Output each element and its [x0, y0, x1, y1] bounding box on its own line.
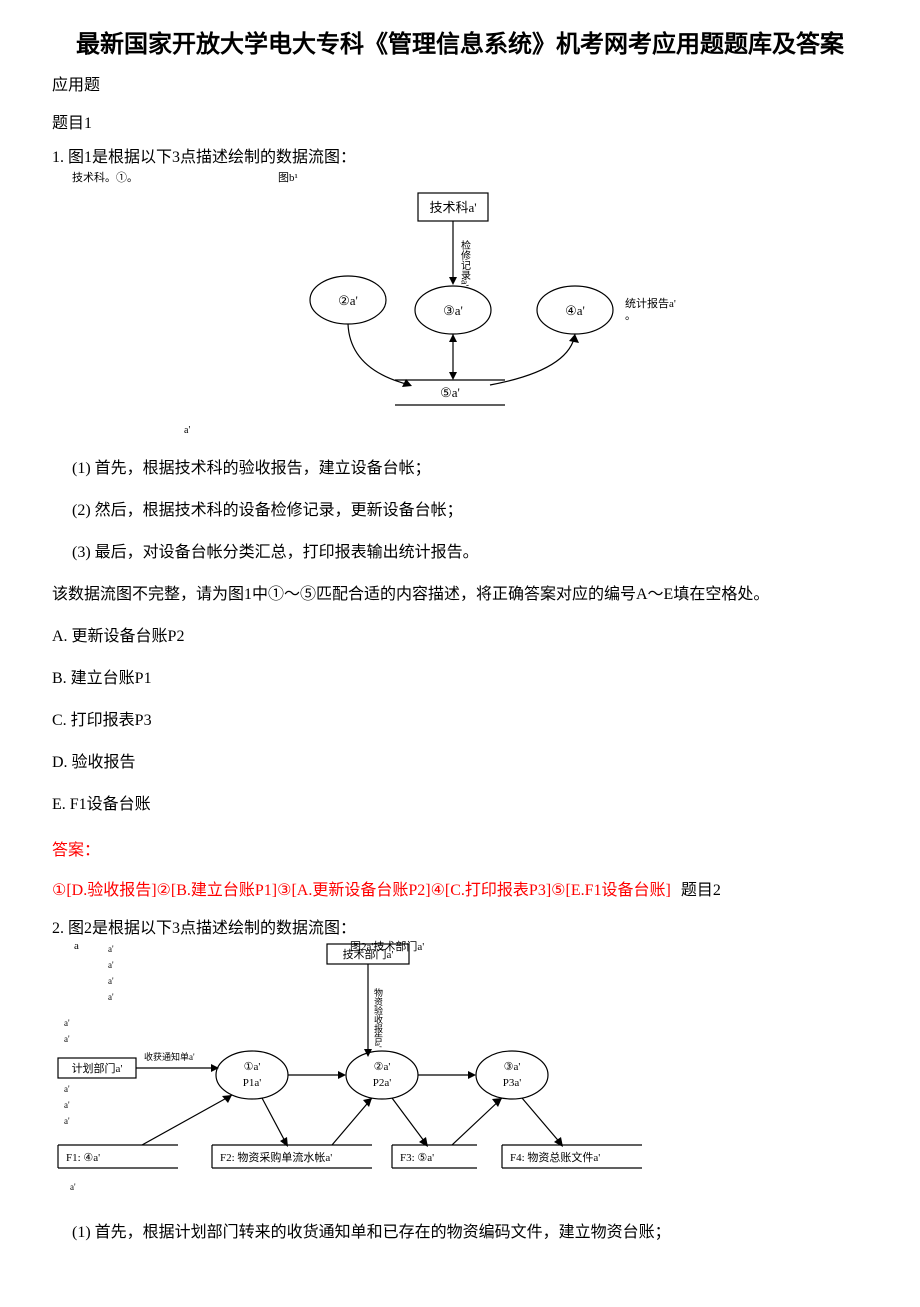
- process-p2: [346, 1051, 418, 1099]
- arrow-c3-bottom: [490, 334, 575, 385]
- caption-left: 技术科。①。: [72, 169, 138, 185]
- tick-a1: a': [108, 944, 114, 954]
- document-page: 最新国家开放大学电大专科《管理信息系统》机考网考应用题题库及答案 应用题 题目1…: [0, 0, 920, 1290]
- dfd-diagram-2: a' a' a' a' a' a' 技术部门a' 物资验收报告a' 计划部门a'…: [52, 940, 692, 1200]
- tick-a9: a': [64, 1116, 70, 1126]
- arrow-p2-f3: [392, 1098, 427, 1145]
- p2-top: ②a': [374, 1061, 391, 1073]
- q1-step-3: (3) 最后，对设备台帐分类汇总，打印报表输出统计报告。: [52, 538, 868, 562]
- fig2-caption: 图2a'技术部门a': [350, 938, 424, 954]
- data-store-label: ⑤a': [440, 385, 460, 400]
- p3-top: ③a': [504, 1061, 521, 1073]
- top-box-label: 技术科a': [429, 200, 476, 215]
- arrow-label-top: 检修记录a': [459, 239, 471, 287]
- tick-a2: a': [108, 960, 114, 970]
- arrowhead-p2-f2: [363, 1098, 372, 1107]
- arrowhead-c3-u: [569, 334, 579, 343]
- answer-text: ①[D.验收报告]②[B.建立台账P1]③[A.更新设备台账P2]④[C.打印报…: [52, 882, 671, 899]
- diagram-2: a a' a' a' a' a' a' 技术部门a' 物资验收报告a' 计划部门…: [52, 940, 692, 1200]
- arrowhead-p1-f1: [222, 1095, 232, 1103]
- dfd-diagram-1: 技术科a' 检修记录a' ②a' ③a' ④a' 统计报告a' 。 ⑤a': [180, 185, 740, 425]
- tick-a7: a': [64, 1084, 70, 1094]
- process-p1: [216, 1051, 288, 1099]
- tick-a3: a': [108, 976, 114, 986]
- tick-a6: a': [64, 1034, 70, 1044]
- arrowhead-top: [449, 277, 457, 285]
- arrowhead-c2-u: [449, 334, 457, 342]
- right-output-label-dot: 。: [625, 310, 636, 322]
- question-1-stem: 1. 图1是根据以下3点描述绘制的数据流图：: [52, 143, 868, 167]
- arrow-p3-f3: [452, 1098, 502, 1145]
- arrow-p3-f4: [522, 1098, 562, 1145]
- diagram-1: 技术科a' 检修记录a' ②a' ③a' ④a' 统计报告a' 。 ⑤a': [180, 185, 740, 436]
- section-label: 应用题: [52, 71, 868, 95]
- arrow-p1-f1: [142, 1095, 232, 1145]
- q1-instruction: 该数据流图不完整，请为图1中①～⑤匹配合适的内容描述，将正确答案对应的编号A～E…: [52, 580, 868, 604]
- process-3-label: ③a': [443, 303, 463, 318]
- tick-a5: a': [64, 1018, 70, 1028]
- caption-row: 技术科。①。 图b¹: [52, 167, 868, 185]
- f4-label: F4: 物资总账文件a': [510, 1150, 600, 1164]
- arrow-p2-f2: [332, 1098, 372, 1145]
- process-p3: [476, 1051, 548, 1099]
- p3-bot: P3a': [503, 1077, 522, 1089]
- tick-a8: a': [64, 1100, 70, 1110]
- left-arrow-label: 收获通知单a': [144, 1051, 195, 1062]
- tiny-a-mark: a': [180, 425, 740, 436]
- question-2-number: 题目2: [681, 882, 721, 899]
- tick-a4: a': [108, 992, 114, 1002]
- option-d: D. 验收报告: [52, 748, 868, 772]
- small-a-label: a: [74, 940, 79, 952]
- q1-step-1: (1) 首先，根据技术科的验收报告，建立设备台帐；: [52, 454, 868, 478]
- process-4-label: ④a': [565, 303, 585, 318]
- p2-bot: P2a': [373, 1077, 392, 1089]
- arrowhead-c2-d: [449, 372, 457, 380]
- answer-label: 答案：: [52, 836, 868, 860]
- p1-top: ①a': [244, 1061, 261, 1073]
- arrow-p1-f2: [262, 1098, 287, 1145]
- question-2-stem: 2. 图2是根据以下3点描述绘制的数据流图：: [52, 914, 868, 938]
- arrow-c1-bottom: [348, 324, 410, 385]
- option-c: C. 打印报表P3: [52, 706, 868, 730]
- page-title: 最新国家开放大学电大专科《管理信息系统》机考网考应用题题库及答案: [52, 24, 868, 59]
- option-a: A. 更新设备台账P2: [52, 622, 868, 646]
- question-1-number: 题目1: [52, 109, 868, 133]
- top-arrow-label-2: 物资验收报告a': [373, 987, 383, 1048]
- option-e: E. F1设备台账: [52, 790, 868, 814]
- f3-label: F3: ⑤a': [400, 1152, 434, 1164]
- f2-label: F2: 物资采购单流水帐a': [220, 1150, 332, 1164]
- tiny-a-bottom: a': [70, 1182, 76, 1192]
- left-box-label: 计划部门a': [72, 1061, 123, 1075]
- p1-bot: P1a': [243, 1077, 262, 1089]
- q1-step-2: (2) 然后，根据技术科的设备检修记录，更新设备台帐；: [52, 496, 868, 520]
- arrowhead-p1-p2: [338, 1071, 346, 1079]
- right-output-label: 统计报告a': [625, 296, 676, 310]
- caption-right: 图b¹: [278, 169, 298, 185]
- f1-label: F1: ④a': [66, 1152, 100, 1164]
- option-b: B. 建立台账P1: [52, 664, 868, 688]
- process-2-label: ②a': [338, 293, 358, 308]
- q2-step-1: (1) 首先，根据计划部门转来的收货通知单和已存在的物资编码文件，建立物资台账；: [52, 1218, 868, 1242]
- arrowhead-p2-p3: [468, 1071, 476, 1079]
- answer-row: ①[D.验收报告]②[B.建立台账P1]③[A.更新设备台账P2]④[C.打印报…: [52, 876, 868, 900]
